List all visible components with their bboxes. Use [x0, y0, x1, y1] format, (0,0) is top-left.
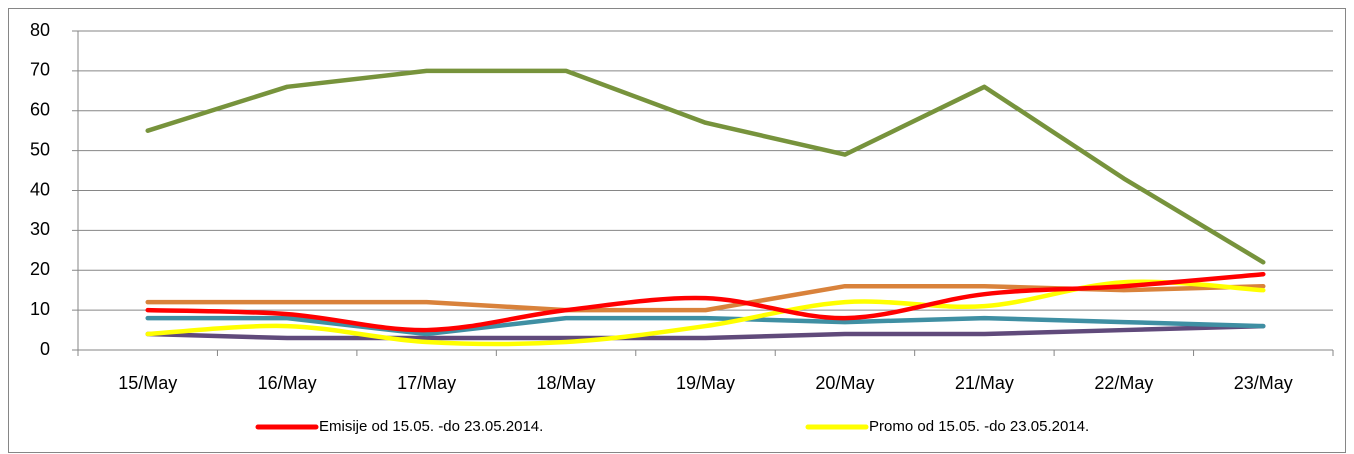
x-tick-label: 20/May [815, 373, 874, 393]
y-tick-label: 40 [30, 179, 50, 199]
y-tick-label: 0 [40, 339, 50, 359]
x-tick-label: 21/May [955, 373, 1014, 393]
x-tick-label: 17/May [397, 373, 456, 393]
x-tick-label: 18/May [537, 373, 596, 393]
x-tick-label: 15/May [118, 373, 177, 393]
y-tick-label: 50 [30, 139, 50, 159]
x-tick-label: 23/May [1234, 373, 1293, 393]
y-tick-label: 30 [30, 219, 50, 239]
legend-label: Emisije od 15.05. -do 23.05.2014. [319, 418, 543, 435]
y-tick-label: 10 [30, 299, 50, 319]
x-tick-label: 19/May [676, 373, 735, 393]
x-tick-label: 16/May [258, 373, 317, 393]
y-tick-label: 60 [30, 100, 50, 120]
y-tick-label: 20 [30, 259, 50, 279]
legend-label: Promo od 15.05. -do 23.05.2014. [869, 418, 1089, 435]
y-tick-label: 70 [30, 60, 50, 80]
x-tick-label: 22/May [1094, 373, 1153, 393]
series-line [145, 68, 1266, 265]
y-tick-label: 80 [30, 20, 50, 40]
series-line [145, 315, 1266, 337]
series-line [145, 323, 1266, 341]
series-line [145, 271, 1266, 333]
